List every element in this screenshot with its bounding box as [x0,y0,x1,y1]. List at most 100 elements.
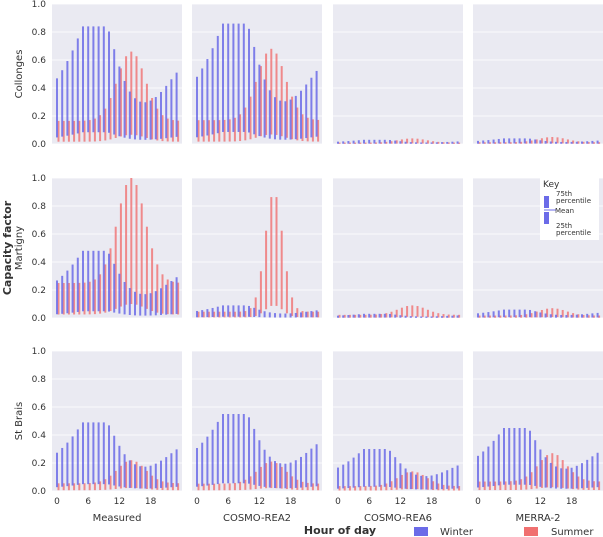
winter-bar [92,422,95,485]
summer-bar [411,471,414,490]
summer-bar [540,138,543,144]
winter-bar [300,312,302,318]
summer-bar [437,141,440,144]
summer-bar [177,120,180,142]
winter-bar [294,312,297,318]
winter-bar [300,456,302,488]
summer-bar [483,481,486,491]
winter-bar [305,311,308,318]
summer-bar [301,311,304,318]
winter-bar [315,310,318,318]
winter-bar [258,64,261,137]
winter-bar [513,138,516,144]
winter-bar [222,23,224,132]
summer-bar [244,479,247,490]
y-tick-label: 0.8 [32,28,47,38]
winter-bar [284,101,287,140]
winter-bar [523,309,526,318]
winter-bar [149,465,152,489]
summer-bar [171,281,174,315]
winter-bar [108,253,110,312]
x-tick-label: 6 [506,497,512,507]
winter-bar [513,428,516,485]
winter-bar [237,414,240,484]
winter-bar [108,31,110,133]
summer-bar [572,140,575,144]
summer-bar [125,461,128,489]
winter-bar [342,315,345,318]
winter-bar [170,453,173,488]
winter-bar [61,70,64,137]
winter-bar [435,142,438,144]
summer-bar [395,478,398,490]
summer-bar [280,466,283,489]
panel-collonges-cosmo-rea2 [192,3,322,145]
summer-bar [592,142,595,144]
summer-bar [57,120,60,142]
key-mean-label: Mean [555,207,574,215]
winter-bar [279,313,282,318]
winter-bar [76,429,79,485]
winter-bar [160,91,162,139]
summer-bar [311,311,314,318]
x-tick-label: 12 [114,497,125,507]
summer-bar [426,309,429,318]
summer-bar [223,483,226,491]
winter-bar [378,449,381,487]
summer-bar [359,314,362,318]
winter-bar [82,250,84,312]
summer-bar [99,115,102,142]
winter-bar [352,140,355,144]
summer-bar [166,118,169,142]
winter-bar [586,313,589,318]
winter-bar [570,467,573,489]
summer-bar [161,274,164,314]
summer-bar [364,486,367,491]
winter-bar [56,452,58,488]
winter-bar [544,457,547,488]
winter-bar [196,448,198,487]
summer-bar [577,476,580,490]
summer-bar [228,483,231,491]
summer-bar [561,309,564,318]
x-tick-label: 18 [145,497,157,507]
summer-bar [447,485,450,491]
winter-bar [539,312,542,318]
summer-bar [296,479,299,490]
winter-bar [560,314,563,318]
summer-bar [93,279,96,315]
winter-bar [487,140,490,144]
winter-bar [222,305,224,317]
summer-bar [301,481,304,491]
summer-bar [223,311,226,318]
summer-bar [135,185,138,305]
summer-bar [364,314,367,318]
summer-bar [249,476,252,490]
summer-bar [270,461,273,489]
x-tick-label: 12 [254,497,265,507]
winter-bar [118,66,121,137]
winter-bar [363,313,365,318]
winter-bar [451,141,454,144]
y-tick-label: 0.2 [32,459,46,469]
summer-bar [432,311,435,318]
panel-background [473,4,603,144]
panel-background [192,178,322,318]
panel-collonges-cosmo-rea6 [333,3,463,145]
winter-bar [565,315,568,318]
winter-bar [451,467,454,489]
axis-labels: Capacity factor Hour of day [1,200,376,537]
summer-bar [535,466,538,489]
winter-bar [549,141,552,144]
winter-bar [529,430,531,485]
summer-bar [161,115,164,142]
winter-bar [544,313,547,318]
summer-bar [145,83,148,138]
summer-bar [244,311,247,318]
summer-bar [380,484,383,491]
summer-bar [374,485,377,491]
summer-bar [452,142,455,144]
winter-bar [56,78,58,138]
summer-bar [566,139,569,144]
summer-bar [546,137,549,144]
